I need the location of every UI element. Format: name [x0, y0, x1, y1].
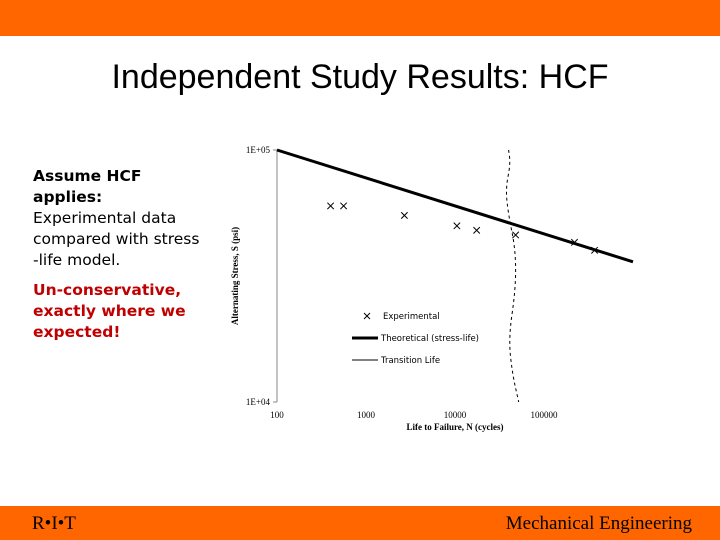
x-axis-label: Life to Failure, N (cycles) [406, 422, 503, 432]
slide-body: Assume HCF applies: Experimental data co… [33, 166, 203, 341]
chart-labels: 1E+04 1E+05 100 1000 10000 100000 Life to Fail… [230, 145, 558, 432]
x-tick-label: 100 [270, 410, 284, 420]
x-tick-label: 1000 [357, 410, 376, 420]
slide-title: Independent Study Results: HCF [111, 58, 609, 96]
legend-experimental: Experimental [363, 312, 440, 322]
experimental-point [340, 202, 348, 210]
top-accent-bar [0, 0, 720, 36]
body-conclusion: Un-conservative, exactly where we expect… [33, 281, 186, 341]
transition-life-curve [506, 149, 520, 403]
experimental-point [327, 202, 335, 210]
chart-points [327, 202, 599, 254]
experimental-point [453, 222, 461, 230]
legend-transition: Transition Life [352, 356, 440, 366]
body-heading: Assume HCF applies: [33, 167, 142, 206]
experimental-point [473, 226, 481, 234]
y-tick-label: 1E+04 [246, 397, 271, 407]
y-axis-label: Alternating Stress, S (psi) [230, 227, 240, 325]
footer-logo-text: R•I•T [32, 513, 76, 534]
body-description: Experimental data compared with stress -… [33, 209, 200, 269]
experimental-point-stroke [327, 202, 335, 210]
experimental-point-stroke [453, 222, 461, 230]
chart-legend: Experimental Theoretical (stress-life) Tra… [352, 312, 479, 366]
legend-theoretical: Theoretical (stress-life) [352, 334, 479, 344]
experimental-point [591, 246, 599, 254]
experimental-point-stroke [400, 211, 408, 219]
y-tick-label: 1E+05 [246, 145, 271, 155]
chart-lines [276, 148, 634, 403]
footer-department: Mechanical Engineering [505, 513, 692, 534]
experimental-point [512, 231, 520, 239]
experimental-point-stroke [512, 231, 520, 239]
legend-label-experimental: Experimental [383, 312, 440, 322]
experimental-point-stroke [591, 246, 599, 254]
legend-label-transition: Transition Life [380, 356, 440, 366]
legend-marker [363, 312, 371, 320]
experimental-point [570, 238, 579, 246]
legend-label-theoretical: Theoretical (stress-life) [380, 334, 479, 344]
experimental-point-stroke [340, 202, 348, 210]
x-tick-label: 100000 [531, 410, 559, 420]
experimental-point-stroke [473, 226, 481, 234]
x-tick-label: 10000 [444, 410, 467, 420]
experimental-point [400, 211, 408, 219]
bottom-accent-bar [0, 506, 720, 540]
experimental-point-stroke [570, 238, 579, 246]
chart-axes [273, 149, 278, 403]
